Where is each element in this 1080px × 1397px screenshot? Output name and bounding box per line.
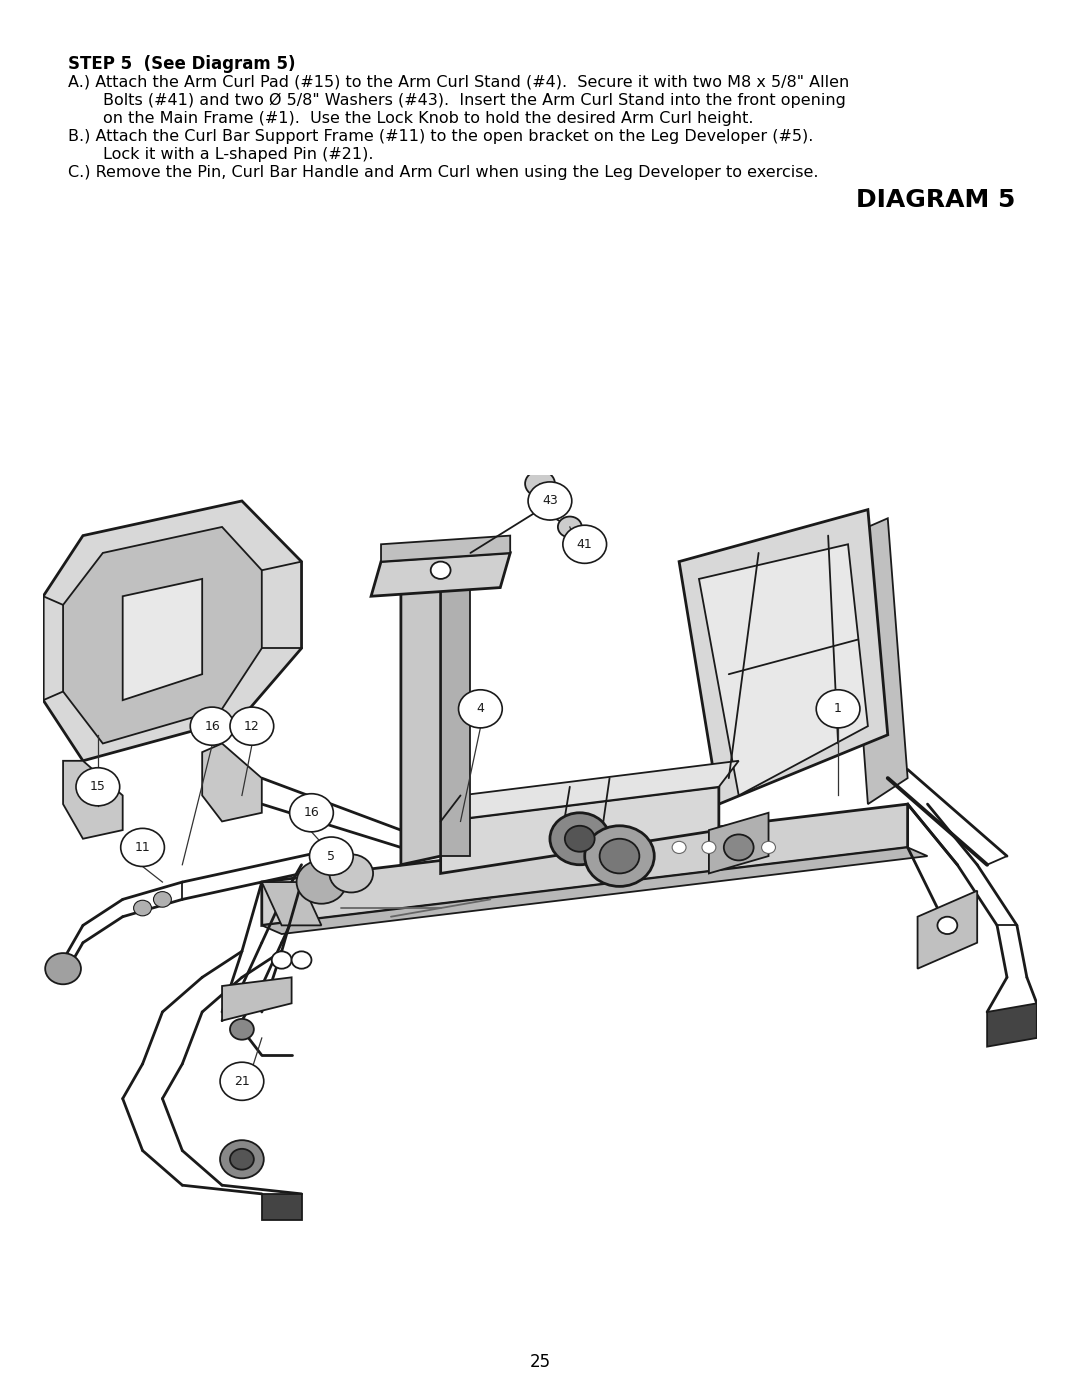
Polygon shape <box>123 578 202 700</box>
Text: 41: 41 <box>577 538 593 550</box>
Circle shape <box>563 525 607 563</box>
Text: 15: 15 <box>90 781 106 793</box>
Polygon shape <box>918 891 977 968</box>
Circle shape <box>599 838 639 873</box>
Text: B.) Attach the Curl Bar Support Frame (#11) to the open bracket on the Leg Devel: B.) Attach the Curl Bar Support Frame (#… <box>68 129 813 144</box>
Circle shape <box>459 690 502 728</box>
Circle shape <box>431 562 450 578</box>
Circle shape <box>121 828 164 866</box>
Polygon shape <box>699 545 868 795</box>
Polygon shape <box>441 761 739 821</box>
Text: 16: 16 <box>303 806 320 819</box>
Text: STEP 5  (See Diagram 5): STEP 5 (See Diagram 5) <box>68 54 296 73</box>
Circle shape <box>297 861 347 904</box>
Text: Lock it with a L-shaped Pin (#21).: Lock it with a L-shaped Pin (#21). <box>103 147 374 162</box>
Circle shape <box>230 1018 254 1039</box>
Polygon shape <box>261 1194 301 1220</box>
Polygon shape <box>441 787 719 873</box>
Text: 4: 4 <box>476 703 484 715</box>
Polygon shape <box>63 761 123 838</box>
Circle shape <box>702 841 716 854</box>
Polygon shape <box>987 1003 1037 1046</box>
Circle shape <box>153 891 172 907</box>
Polygon shape <box>222 978 292 1021</box>
Circle shape <box>724 834 754 861</box>
Text: 43: 43 <box>542 495 557 507</box>
Polygon shape <box>401 562 441 865</box>
Circle shape <box>289 793 334 831</box>
Circle shape <box>816 690 860 728</box>
Circle shape <box>230 1148 254 1169</box>
Circle shape <box>134 900 151 916</box>
Circle shape <box>329 855 373 893</box>
Circle shape <box>528 482 571 520</box>
Text: 16: 16 <box>204 719 220 732</box>
Polygon shape <box>261 848 928 935</box>
Circle shape <box>220 1062 264 1101</box>
Circle shape <box>732 841 745 854</box>
Text: 11: 11 <box>135 841 150 854</box>
Polygon shape <box>708 813 769 873</box>
Polygon shape <box>848 518 907 805</box>
Circle shape <box>45 953 81 985</box>
Text: DIAGRAM 5: DIAGRAM 5 <box>855 189 1015 212</box>
Circle shape <box>230 707 273 745</box>
Text: 21: 21 <box>234 1074 249 1088</box>
Text: 12: 12 <box>244 719 259 732</box>
Polygon shape <box>43 502 301 761</box>
Polygon shape <box>679 510 888 805</box>
Circle shape <box>565 826 595 852</box>
Text: Bolts (#41) and two Ø 5/8" Washers (#43).  Insert the Arm Curl Stand into the fr: Bolts (#41) and two Ø 5/8" Washers (#43)… <box>103 92 846 108</box>
Text: 5: 5 <box>327 849 336 862</box>
Polygon shape <box>381 535 510 562</box>
Circle shape <box>190 707 234 745</box>
Polygon shape <box>261 805 907 925</box>
Circle shape <box>272 951 292 968</box>
Polygon shape <box>261 882 322 925</box>
Text: C.) Remove the Pin, Curl Bar Handle and Arm Curl when using the Leg Developer to: C.) Remove the Pin, Curl Bar Handle and … <box>68 165 819 180</box>
Text: A.) Attach the Arm Curl Pad (#15) to the Arm Curl Stand (#4).  Secure it with tw: A.) Attach the Arm Curl Pad (#15) to the… <box>68 75 849 89</box>
Polygon shape <box>372 553 510 597</box>
Circle shape <box>761 841 775 854</box>
Circle shape <box>584 826 654 887</box>
Circle shape <box>220 1140 264 1178</box>
Polygon shape <box>441 562 471 856</box>
Polygon shape <box>63 527 261 743</box>
Circle shape <box>310 837 353 875</box>
Text: on the Main Frame (#1).  Use the Lock Knob to hold the desired Arm Curl height.: on the Main Frame (#1). Use the Lock Kno… <box>103 110 754 126</box>
Circle shape <box>292 951 311 968</box>
Text: 25: 25 <box>529 1354 551 1370</box>
Circle shape <box>525 471 555 497</box>
Circle shape <box>550 813 609 865</box>
Circle shape <box>672 841 686 854</box>
Polygon shape <box>202 743 261 821</box>
Text: 1: 1 <box>834 703 842 715</box>
Circle shape <box>558 517 582 538</box>
Circle shape <box>937 916 957 935</box>
Circle shape <box>76 768 120 806</box>
